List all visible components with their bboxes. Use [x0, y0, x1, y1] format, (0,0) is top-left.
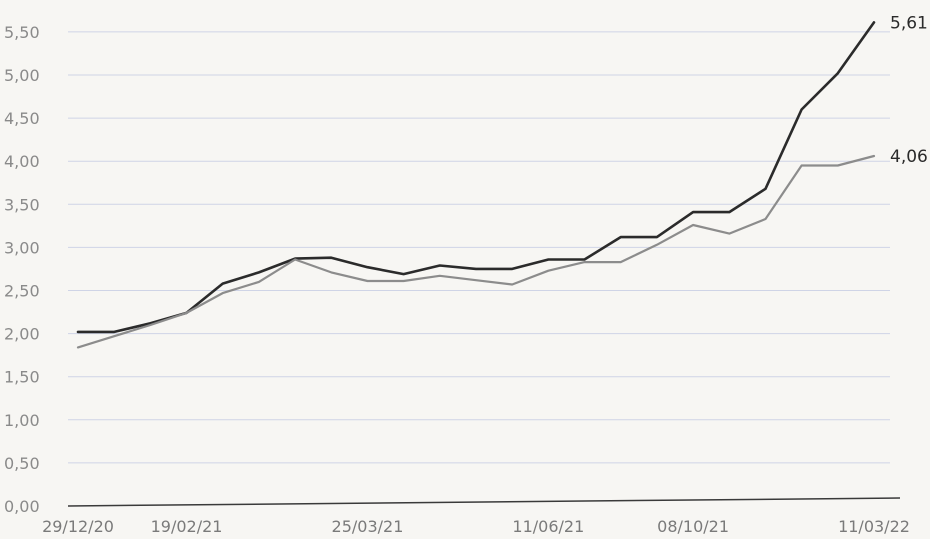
x-tick-label: 29/12/20 [42, 517, 114, 536]
y-tick-label: 5,50 [4, 23, 40, 42]
x-tick-label: 19/02/21 [151, 517, 223, 536]
y-tick-label: 1,50 [4, 368, 40, 387]
x-tick-label: 11/06/21 [512, 517, 584, 536]
y-tick-label: 5,00 [4, 66, 40, 85]
series-line-2 [76, 154, 876, 349]
y-tick-label: 4,00 [4, 152, 40, 171]
y-tick-label: 2,00 [4, 325, 40, 344]
y-tick-label: 0,00 [4, 497, 40, 516]
x-tick-label: 08/10/21 [657, 517, 729, 536]
x-tick-label: 11/03/22 [838, 517, 910, 536]
x-axis-line [67, 497, 901, 507]
series-end-label: 5,61 [890, 13, 928, 33]
series-line-1 [76, 21, 876, 334]
y-tick-label: 0,50 [4, 454, 40, 473]
y-tick-label: 3,00 [4, 238, 40, 257]
y-tick-label: 4,50 [4, 109, 40, 128]
y-tick-label: 1,00 [4, 411, 40, 430]
y-tick-label: 3,50 [4, 195, 40, 214]
x-tick-label: 25/03/21 [332, 517, 404, 536]
y-tick-label: 2,50 [4, 282, 40, 301]
series-end-label: 4,06 [890, 147, 928, 167]
